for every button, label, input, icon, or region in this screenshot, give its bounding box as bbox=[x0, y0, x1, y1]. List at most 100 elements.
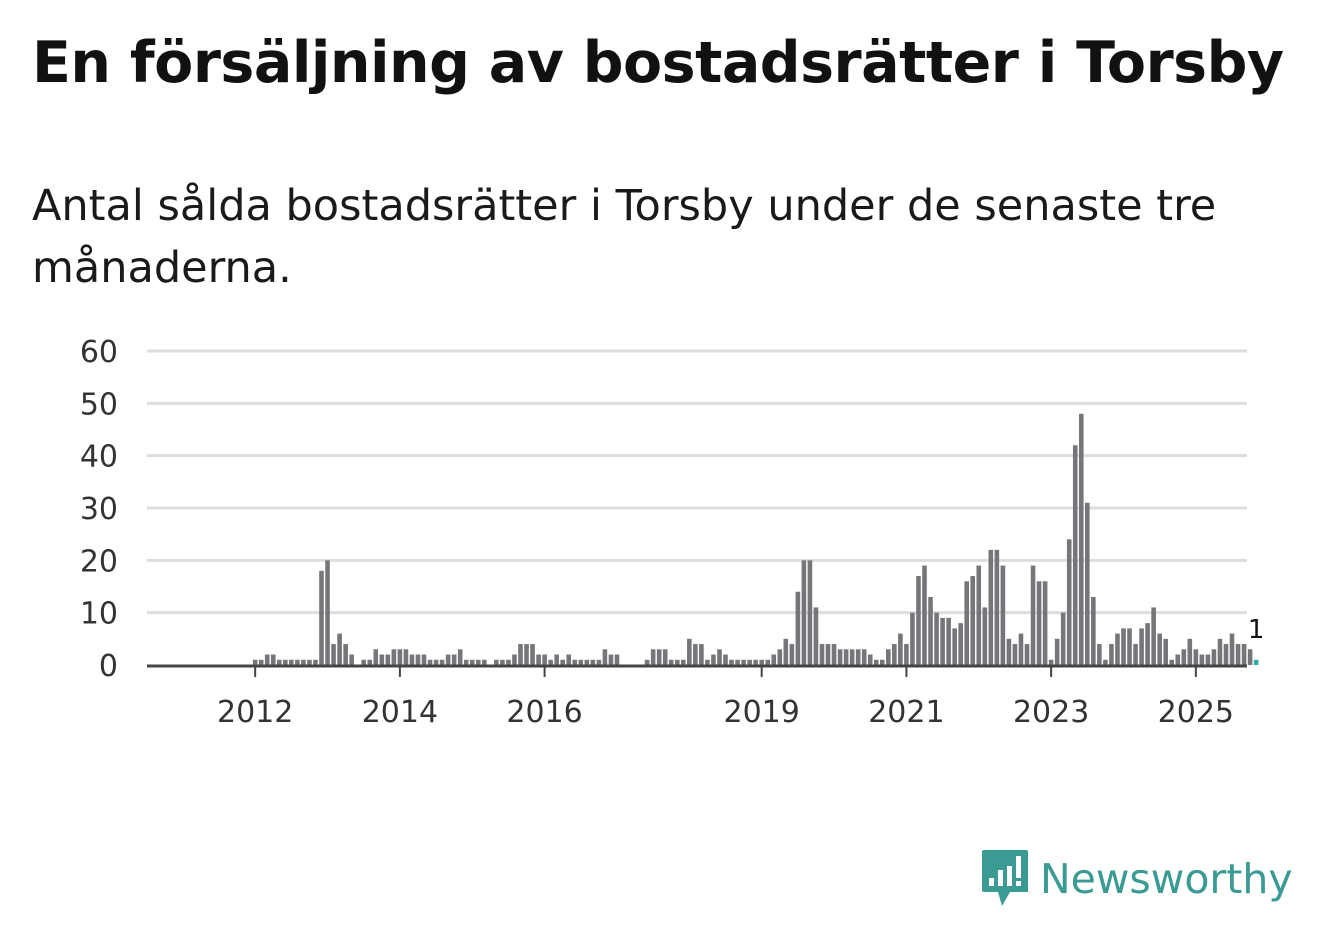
bar bbox=[1006, 638, 1012, 665]
x-tick-label: 2019 bbox=[724, 695, 800, 730]
bar bbox=[668, 659, 674, 665]
bar bbox=[1217, 638, 1223, 665]
bar bbox=[958, 623, 963, 665]
x-tick-label: 2016 bbox=[506, 695, 582, 730]
bar bbox=[904, 644, 909, 665]
y-tick-label: 60 bbox=[80, 335, 118, 370]
bar bbox=[1030, 565, 1036, 665]
bar bbox=[1247, 649, 1253, 665]
bar bbox=[258, 659, 264, 665]
bar bbox=[753, 659, 758, 665]
bar bbox=[337, 633, 342, 665]
bar bbox=[892, 644, 897, 665]
bar bbox=[331, 644, 336, 665]
bar bbox=[789, 644, 795, 665]
bar bbox=[518, 644, 523, 665]
bar-highlight bbox=[1253, 659, 1259, 665]
bar bbox=[252, 659, 258, 665]
bar bbox=[1139, 628, 1144, 665]
bar bbox=[542, 654, 547, 665]
bar bbox=[946, 617, 951, 665]
bar bbox=[1169, 659, 1175, 665]
y-tick-label: 20 bbox=[80, 544, 118, 579]
bar bbox=[795, 591, 801, 665]
y-tick-label: 10 bbox=[80, 597, 118, 632]
bar bbox=[614, 654, 620, 665]
bar bbox=[777, 649, 783, 665]
bar bbox=[644, 659, 650, 665]
bar bbox=[1187, 638, 1193, 665]
bar bbox=[656, 649, 662, 665]
bar bbox=[662, 649, 668, 665]
bars bbox=[252, 413, 1259, 665]
bar bbox=[1085, 502, 1090, 665]
bar bbox=[801, 560, 807, 665]
bar bbox=[988, 549, 994, 665]
bar bbox=[1103, 659, 1108, 665]
chart-subtitle: Antal sålda bostadsrätter i Torsby under… bbox=[32, 181, 1217, 293]
bar bbox=[379, 654, 385, 665]
bar bbox=[873, 659, 879, 665]
y-tick-label: 0 bbox=[99, 649, 118, 684]
bar bbox=[1097, 644, 1102, 665]
bar bbox=[572, 659, 578, 665]
bar bbox=[524, 644, 529, 665]
bar bbox=[693, 644, 698, 665]
bar bbox=[717, 649, 722, 665]
bar bbox=[361, 659, 367, 665]
bar bbox=[301, 659, 306, 665]
bar bbox=[385, 654, 391, 665]
bar bbox=[735, 659, 740, 665]
bar bbox=[867, 654, 873, 665]
bar bbox=[1024, 644, 1030, 665]
bar bbox=[771, 654, 777, 665]
bar bbox=[1241, 644, 1247, 665]
bar bbox=[373, 649, 379, 665]
bar bbox=[409, 654, 415, 665]
bar bbox=[831, 644, 837, 665]
bar bbox=[976, 565, 982, 665]
bar bbox=[650, 649, 656, 665]
bar bbox=[1199, 654, 1205, 665]
newsworthy-logo-icon bbox=[982, 850, 1028, 906]
last-value-label: 1 bbox=[1248, 615, 1265, 645]
bar bbox=[982, 607, 988, 665]
bar bbox=[970, 576, 976, 665]
bar bbox=[1054, 638, 1060, 665]
annotations: 1 bbox=[1245, 612, 1268, 648]
bar bbox=[566, 654, 572, 665]
bar bbox=[349, 654, 354, 665]
bar bbox=[952, 628, 957, 665]
y-axis: 0 10 20 30 40 50 60 bbox=[80, 335, 118, 684]
bar bbox=[861, 649, 867, 665]
bar bbox=[1048, 659, 1054, 665]
bar bbox=[723, 654, 728, 665]
x-axis: 2012 2014 2016 2019 2021 2023 2025 bbox=[147, 664, 1247, 730]
bar bbox=[922, 565, 927, 665]
bar bbox=[1078, 413, 1084, 665]
bar bbox=[427, 659, 433, 665]
bar bbox=[729, 659, 734, 665]
bar bbox=[855, 649, 861, 665]
bar bbox=[1133, 644, 1138, 665]
x-tick-label: 2014 bbox=[362, 695, 438, 730]
bar bbox=[403, 649, 409, 665]
bar bbox=[325, 560, 330, 665]
bar bbox=[843, 649, 849, 665]
bar bbox=[584, 659, 590, 665]
bar bbox=[1000, 565, 1006, 665]
bar bbox=[1193, 649, 1199, 665]
bar bbox=[469, 659, 475, 665]
bar bbox=[940, 617, 945, 665]
bar bbox=[1060, 612, 1066, 665]
bar bbox=[705, 659, 710, 665]
bar bbox=[578, 659, 584, 665]
bar bbox=[1175, 654, 1181, 665]
bar bbox=[1042, 581, 1048, 665]
bar bbox=[837, 649, 843, 665]
bar bbox=[765, 659, 771, 665]
y-tick-label: 50 bbox=[80, 387, 118, 422]
bar bbox=[879, 659, 885, 665]
bar bbox=[849, 649, 855, 665]
